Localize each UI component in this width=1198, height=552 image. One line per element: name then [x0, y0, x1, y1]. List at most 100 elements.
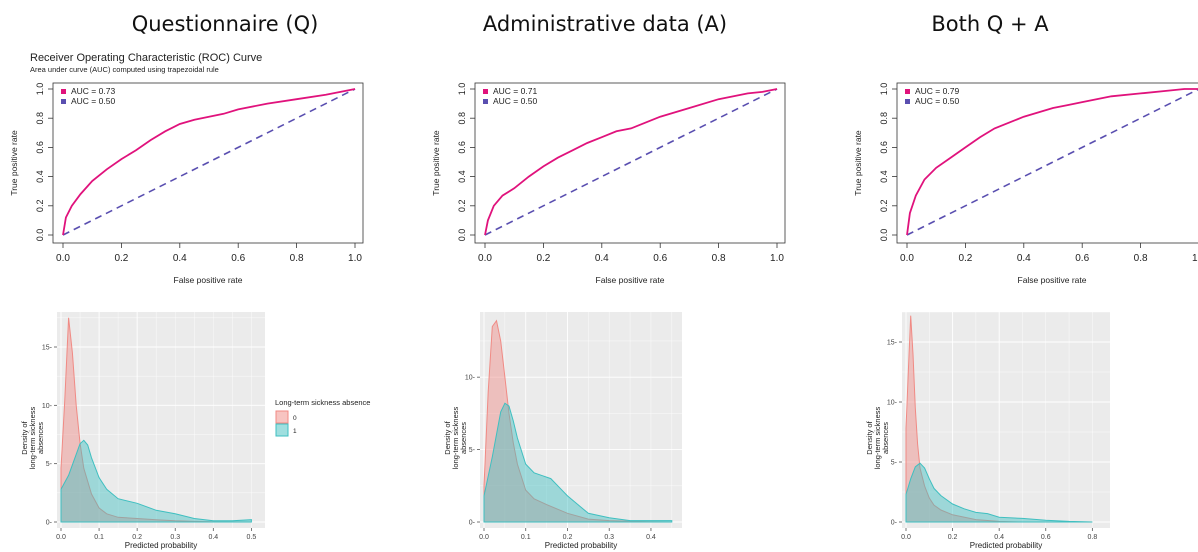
chance-line: [906, 88, 1198, 236]
density-legend-title: Long-term sickness absence: [275, 398, 370, 407]
x-tick-label: 0.6: [1075, 253, 1089, 264]
legend-label-0: 0: [293, 415, 297, 422]
legend-label-model: AUC = 0.73: [71, 86, 115, 96]
y-tick-label: 1.0: [457, 83, 467, 96]
y-axis-label-line: Density of: [443, 420, 452, 454]
x-tick-label: 0.0: [901, 534, 911, 541]
column-title-questionnaire: Questionnaire (Q): [131, 12, 319, 36]
y-tick-label: 0.6: [457, 141, 467, 154]
y-tick-label: 0.8: [35, 112, 45, 125]
roc-curve: [484, 88, 778, 236]
y-tick-label: 0.4: [35, 170, 45, 183]
x-tick-label: 0.3: [604, 534, 614, 541]
x-tick-label: 0.1: [521, 534, 531, 541]
y-tick-label: 0.4: [879, 170, 889, 183]
x-axis-label: Predicted probability: [125, 541, 197, 550]
y-tick-label: 0.8: [879, 112, 889, 125]
x-axis-label: False positive rate: [174, 275, 243, 285]
legend-label-chance: AUC = 0.50: [71, 96, 115, 106]
x-tick-label: 0.1: [94, 534, 104, 541]
y-tick-label: 0.6: [879, 141, 889, 154]
density-area-group-0: [483, 319, 672, 523]
x-tick-label: 0.2: [563, 534, 573, 541]
roc-frame: [474, 82, 786, 244]
density-area-group-1: [905, 462, 1093, 523]
y-axis-label-line: long-term sickness: [28, 406, 37, 469]
x-tick-label: 0.8: [712, 253, 726, 264]
y-axis-label-line: absences: [881, 422, 890, 454]
x-tick-label: 0.0: [478, 253, 492, 264]
legend-swatch-chance: [905, 99, 910, 104]
y-axis-label: True positive rate: [431, 130, 441, 196]
legend-label-model: AUC = 0.79: [915, 86, 959, 96]
x-tick-label: 0.8: [1134, 253, 1148, 264]
x-tick-label: 1.0: [348, 253, 362, 264]
y-tick-label: 15-: [887, 340, 898, 347]
x-tick-label: 0.0: [479, 534, 489, 541]
y-tick-label: 0.0: [879, 229, 889, 242]
y-tick-label: 5-: [469, 447, 476, 454]
x-tick-label: 0.4: [994, 534, 1004, 541]
y-tick-label: 10-: [887, 400, 898, 407]
y-axis-label: True positive rate: [853, 130, 863, 196]
column-title-both: Both Q + A: [931, 12, 1049, 36]
column-title-administrative: Administrative data (A): [482, 12, 728, 36]
y-tick-label: 0.0: [457, 229, 467, 242]
density-area-group-0: [905, 315, 1023, 523]
y-tick-label: 10-: [465, 375, 476, 382]
y-tick-label: 1.0: [35, 83, 45, 96]
legend-label-model: AUC = 0.71: [493, 86, 537, 96]
x-tick-label: 0.0: [56, 253, 70, 264]
roc-frame: [52, 82, 364, 244]
chance-line: [62, 88, 356, 236]
roc-curve: [62, 88, 356, 236]
y-tick-label: 0.2: [457, 200, 467, 213]
density-panel-bg: [480, 312, 682, 528]
y-tick-label: 0.4: [457, 170, 467, 183]
x-tick-label: 0.6: [231, 253, 245, 264]
y-tick-label: 0.8: [457, 112, 467, 125]
y-axis-label-line: long-term sickness: [451, 406, 460, 469]
x-tick-label: 0.3: [170, 534, 180, 541]
x-tick-label: 0.4: [208, 534, 218, 541]
y-axis-label: True positive rate: [9, 130, 19, 196]
y-tick-label: 0.0: [35, 229, 45, 242]
x-tick-label: 0.2: [114, 253, 128, 264]
x-tick-label: 0.8: [1087, 534, 1097, 541]
y-tick-label: 10-: [42, 403, 53, 410]
x-tick-label: 0.2: [132, 534, 142, 541]
legend-label-chance: AUC = 0.50: [493, 96, 537, 106]
legend-swatch-model: [61, 89, 66, 94]
legend-swatch-chance: [61, 99, 66, 104]
x-tick-label: 0.6: [653, 253, 667, 264]
legend-label-1: 1: [293, 428, 297, 435]
legend-key-1: [275, 423, 289, 437]
x-axis-label: False positive rate: [1018, 275, 1087, 285]
x-tick-label: 0.2: [958, 253, 972, 264]
legend-swatch-chance: [483, 99, 488, 104]
roc-curve: [906, 88, 1198, 236]
density-panel-bg: [57, 312, 265, 528]
roc-title: Receiver Operating Characteristic (ROC) …: [30, 52, 262, 64]
y-axis-label-line: Density of: [20, 420, 29, 454]
density-area-group-1: [60, 439, 252, 523]
y-axis-label-line: long-term sickness: [873, 406, 882, 469]
x-tick-label: 0.2: [948, 534, 958, 541]
y-tick-label: 5-: [46, 461, 53, 468]
y-tick-label: 5-: [891, 460, 898, 467]
y-tick-label: 0-: [891, 520, 898, 527]
y-axis-label-line: absences: [36, 422, 45, 454]
roc-frame: [896, 82, 1198, 244]
density-area-group-1: [483, 402, 673, 523]
legend-swatch-model: [483, 89, 488, 94]
y-tick-label: 0.6: [35, 141, 45, 154]
y-axis-label-line: absences: [459, 422, 468, 454]
legend-key-0: [275, 410, 289, 424]
y-tick-label: 1.0: [879, 83, 889, 96]
x-tick-label: 0.8: [290, 253, 304, 264]
y-tick-label: 0-: [46, 520, 53, 527]
x-tick-label: 0.2: [536, 253, 550, 264]
y-tick-label: 0.2: [35, 200, 45, 213]
